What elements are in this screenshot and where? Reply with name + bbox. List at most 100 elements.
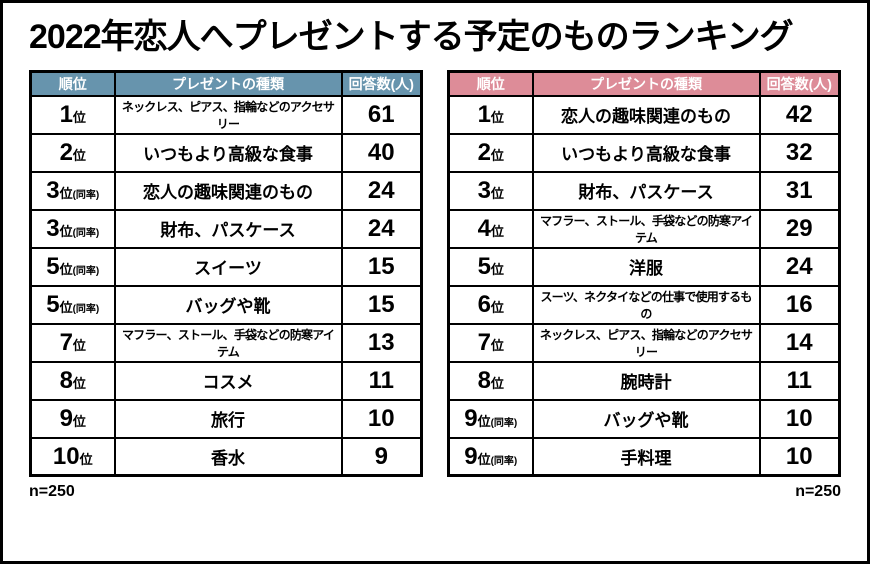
rank-number: 3 (46, 176, 60, 204)
item-cell: 財布、パスケース (113, 208, 343, 249)
rank-header: 順位 (29, 70, 116, 97)
rank-unit: 位 (72, 375, 86, 391)
rank-cell: 5位(同率) (29, 284, 116, 325)
rank-unit: 位 (490, 299, 504, 315)
table-row: 2位 いつもより高級な食事 32 (447, 132, 841, 173)
count-cell: 11 (340, 360, 423, 401)
item-cell: マフラー、ストール、手袋などの防寒アイテム (113, 322, 343, 363)
table-row: 3位 財布、パスケース 31 (447, 170, 841, 211)
item-cell: スーツ、ネクタイなどの仕事で使用するもの (531, 284, 761, 325)
rank-unit: 位 (79, 451, 93, 467)
table-row: 9位(同率) 手料理 10 (447, 436, 841, 477)
count-cell: 16 (758, 284, 841, 325)
rank-unit: 位 (490, 375, 504, 391)
item-cell: マフラー、ストール、手袋などの防寒アイテム (531, 208, 761, 249)
tables-container: 順位 プレゼントの種類 回答数(人) 1位 ネックレス、ピアス、指輪などのアクセサ… (3, 69, 867, 502)
table-row: 3位(同率) 財布、パスケース 24 (29, 208, 423, 249)
rank-cell: 3位(同率) (29, 170, 116, 211)
table-row: 7位 ネックレス、ピアス、指輪などのアクセサリー 14 (447, 322, 841, 363)
count-cell: 15 (340, 246, 423, 287)
item-cell: 恋人の趣味関連のもの (113, 170, 343, 211)
rank-number: 8 (59, 366, 73, 394)
rank-unit: 位 (477, 451, 491, 467)
count-cell: 10 (758, 436, 841, 477)
rank-cell: 8位 (447, 360, 534, 401)
rank-tie: (同率) (72, 189, 100, 201)
count-cell: 10 (758, 398, 841, 439)
table-row: 1位 ネックレス、ピアス、指輪などのアクセサリー 61 (29, 94, 423, 135)
rank-tie: (同率) (72, 227, 100, 239)
table-row: 3位(同率) 恋人の趣味関連のもの 24 (29, 170, 423, 211)
item-cell: いつもより高級な食事 (531, 132, 761, 173)
count-cell: 9 (340, 436, 423, 477)
rank-unit: 位 (72, 337, 86, 353)
rank-number: 5 (46, 290, 60, 318)
rank-number: 7 (477, 328, 491, 356)
rank-unit: 位 (477, 413, 491, 429)
count-cell: 29 (758, 208, 841, 249)
table-row: 4位 マフラー、ストール、手袋などの防寒アイテム 29 (447, 208, 841, 249)
item-header: プレゼントの種類 (531, 70, 761, 97)
table-row: 8位 コスメ 11 (29, 360, 423, 401)
count-cell: 24 (758, 246, 841, 287)
rank-unit: 位 (490, 109, 504, 125)
item-cell: バッグや靴 (531, 398, 761, 439)
table-row: 9位 旅行 10 (29, 398, 423, 439)
rank-cell: 5位(同率) (29, 246, 116, 287)
item-cell: 財布、パスケース (531, 170, 761, 211)
rank-cell: 5位 (447, 246, 534, 287)
rank-cell: 2位 (447, 132, 534, 173)
rank-cell: 9位 (29, 398, 116, 439)
rank-cell: 4位 (447, 208, 534, 249)
rank-unit: 位 (72, 109, 86, 125)
rank-number: 8 (477, 366, 491, 394)
rank-unit: 位 (59, 223, 73, 239)
rank-cell: 1位 (447, 94, 534, 135)
count-cell: 24 (340, 208, 423, 249)
rank-number: 3 (46, 214, 60, 242)
item-cell: バッグや靴 (113, 284, 343, 325)
table-row: 6位 スーツ、ネクタイなどの仕事で使用するもの 16 (447, 284, 841, 325)
header-row: 順位 プレゼントの種類 回答数(人) (447, 70, 841, 97)
rank-unit: 位 (490, 223, 504, 239)
rank-number: 7 (59, 328, 73, 356)
rank-unit: 位 (59, 299, 73, 315)
table-row: 1位 恋人の趣味関連のもの 42 (447, 94, 841, 135)
item-cell: 旅行 (113, 398, 343, 439)
rank-cell: 8位 (29, 360, 116, 401)
rank-cell: 2位 (29, 132, 116, 173)
item-cell: いつもより高級な食事 (113, 132, 343, 173)
count-cell: 61 (340, 94, 423, 135)
page-title: 2022年恋人へプレゼントする予定のものランキング (29, 18, 794, 56)
rank-cell: 9位(同率) (447, 436, 534, 477)
item-cell: ネックレス、ピアス、指輪などのアクセサリー (113, 94, 343, 135)
count-cell: 31 (758, 170, 841, 211)
rank-number: 1 (477, 100, 491, 128)
table-row: 2位 いつもより高級な食事 40 (29, 132, 423, 173)
item-cell: 恋人の趣味関連のもの (531, 94, 761, 135)
rank-unit: 位 (72, 413, 86, 429)
rank-tie: (同率) (490, 417, 518, 429)
item-cell: ネックレス、ピアス、指輪などのアクセサリー (531, 322, 761, 363)
rank-cell: 3位 (447, 170, 534, 211)
count-cell: 11 (758, 360, 841, 401)
rank-header: 順位 (447, 70, 534, 97)
rank-unit: 位 (59, 261, 73, 277)
rank-number: 10 (52, 442, 80, 470)
count-cell: 10 (340, 398, 423, 439)
rank-number: 3 (477, 176, 491, 204)
rank-number: 2 (59, 138, 73, 166)
rank-cell: 3位(同率) (29, 208, 116, 249)
count-cell: 24 (340, 170, 423, 211)
ranking-table: 順位 プレゼントの種類 回答数(人) 1位 ネックレス、ピアス、指輪などのアクセサ… (29, 69, 423, 478)
rank-unit: 位 (490, 261, 504, 277)
count-cell: 32 (758, 132, 841, 173)
rank-number: 4 (477, 214, 491, 242)
rank-cell: 7位 (29, 322, 116, 363)
count-cell: 13 (340, 322, 423, 363)
rank-number: 5 (477, 252, 491, 280)
rank-number: 9 (464, 442, 478, 470)
ranking-table-left: 順位 プレゼントの種類 回答数(人) 1位 ネックレス、ピアス、指輪などのアクセサ… (29, 69, 423, 502)
rank-unit: 位 (72, 147, 86, 163)
